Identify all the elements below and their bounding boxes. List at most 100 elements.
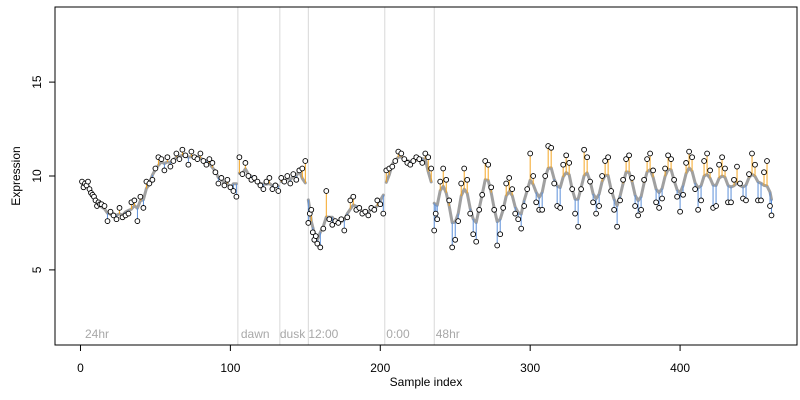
data-point [488,184,495,191]
data-point [437,178,444,185]
data-point [323,188,330,194]
data-point [104,218,111,224]
data-point [365,212,372,219]
data-point [683,160,689,166]
data-point [173,150,180,157]
data-point [398,150,405,157]
data-point [431,227,438,234]
data-point [707,167,713,174]
data-point [260,186,267,192]
data-point [164,154,171,161]
data-point [659,195,665,202]
data-point [194,156,201,162]
data-point [479,191,486,198]
data-point [482,158,489,164]
data-point [293,176,300,183]
data-point [608,188,614,194]
phase-label: 24hr [85,327,109,341]
y-tick-label: 15 [30,75,44,89]
data-point [263,178,270,185]
data-point [491,206,498,213]
data-point [731,176,737,183]
data-point [719,154,725,161]
data-point [674,193,680,200]
data-point [218,175,225,181]
phase-label: 0:00 [386,327,410,341]
x-tick-label: 200 [370,361,390,375]
x-tick-label: 400 [670,361,690,375]
data-point [362,208,369,215]
data-point [257,182,264,189]
data-point [599,173,605,179]
data-point [548,144,555,151]
data-point [653,199,659,206]
data-point [146,180,153,187]
data-point [566,160,573,166]
data-point [419,160,426,166]
phase-label: 48hr [436,327,460,341]
data-point [521,203,528,209]
data-point [227,184,234,191]
data-point [101,203,108,209]
data-point [569,186,576,192]
data-point [326,216,333,223]
data-point [371,206,378,213]
data-point [422,150,429,157]
data-point [722,165,728,172]
data-point [347,197,354,204]
data-point [497,231,504,238]
data-point [761,169,767,176]
data-point [749,150,755,157]
data-point [287,180,294,187]
data-point [605,154,611,161]
data-point [85,178,91,185]
data-point [149,176,156,183]
x-axis: 0 100 200 300 400 [77,344,690,375]
data-point [638,206,644,213]
phase-label: 12:00 [308,327,338,341]
data-point [446,197,453,204]
data-point [596,203,602,209]
data-point [647,150,653,157]
data-point [503,180,510,187]
data-point [239,171,246,177]
data-point [269,186,276,192]
data-point [197,150,204,157]
data-point [272,182,279,189]
data-point [692,186,698,192]
data-point [758,197,764,204]
data-point [611,206,617,213]
data-point [560,161,567,168]
data-point [443,176,450,183]
data-point [380,210,387,217]
data-point [428,165,435,172]
data-point [485,161,492,168]
data-point [254,178,261,185]
data-point [182,152,189,159]
data-point [533,199,540,206]
data-point [275,188,282,194]
data-point [137,193,144,200]
data-point [338,216,345,223]
data-point [677,208,683,215]
data-point [713,203,719,209]
y-tick-label: 10 [30,169,44,183]
data-point [767,203,773,209]
data-point [527,150,534,157]
data-point [113,216,120,223]
data-point [341,227,348,234]
data-point [764,158,770,164]
y-axis: 5 10 15 [30,75,56,273]
data-point [206,156,213,162]
data-point [467,210,474,217]
data-point [176,156,183,162]
data-point [134,218,141,224]
phase-label: dawn [241,327,270,341]
data-point [278,175,285,181]
data-point [401,156,408,162]
data-point [317,244,324,251]
data-point [320,225,327,232]
data-point [593,210,599,217]
data-point [500,205,507,211]
